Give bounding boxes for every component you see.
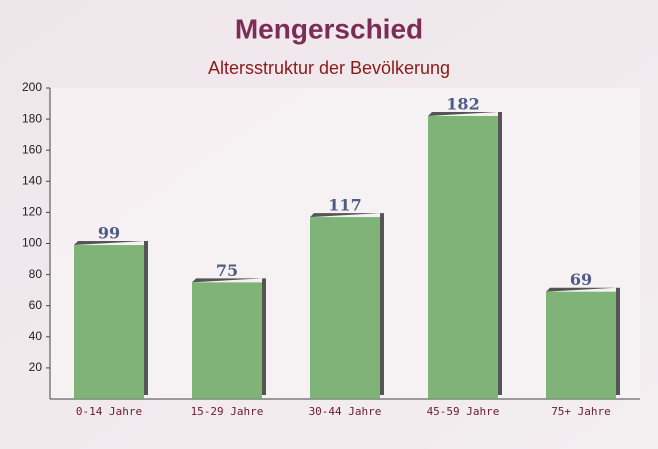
chart-title: Mengerschied: [235, 13, 423, 44]
x-tick-label: 30-44 Jahre: [309, 405, 382, 418]
value-label: 99: [98, 224, 120, 243]
chart-subtitle: Altersstruktur der Bevölkerung: [208, 58, 450, 78]
bar: [310, 217, 380, 399]
y-tick-label: 40: [29, 329, 43, 343]
y-tick-label: 120: [22, 205, 42, 219]
y-tick-label: 160: [22, 142, 42, 156]
bar: [74, 245, 144, 399]
bar: [192, 282, 262, 399]
bar: [546, 291, 616, 399]
value-label: 117: [328, 196, 361, 215]
value-label: 69: [570, 270, 592, 289]
y-tick-label: 200: [22, 80, 42, 94]
y-tick-label: 140: [22, 173, 42, 187]
y-tick-label: 180: [22, 111, 42, 125]
x-tick-label: 0-14 Jahre: [76, 405, 142, 418]
value-label: 75: [216, 261, 238, 280]
y-tick-label: 20: [29, 360, 43, 374]
value-label: 182: [446, 94, 479, 113]
y-tick-label: 60: [29, 298, 43, 312]
y-tick-label: 80: [29, 267, 43, 281]
bar: [428, 115, 498, 400]
y-tick-label: 100: [22, 236, 42, 250]
x-tick-label: 45-59 Jahre: [427, 405, 500, 418]
x-tick-label: 75+ Jahre: [551, 405, 611, 418]
x-tick-label: 15-29 Jahre: [191, 405, 264, 418]
